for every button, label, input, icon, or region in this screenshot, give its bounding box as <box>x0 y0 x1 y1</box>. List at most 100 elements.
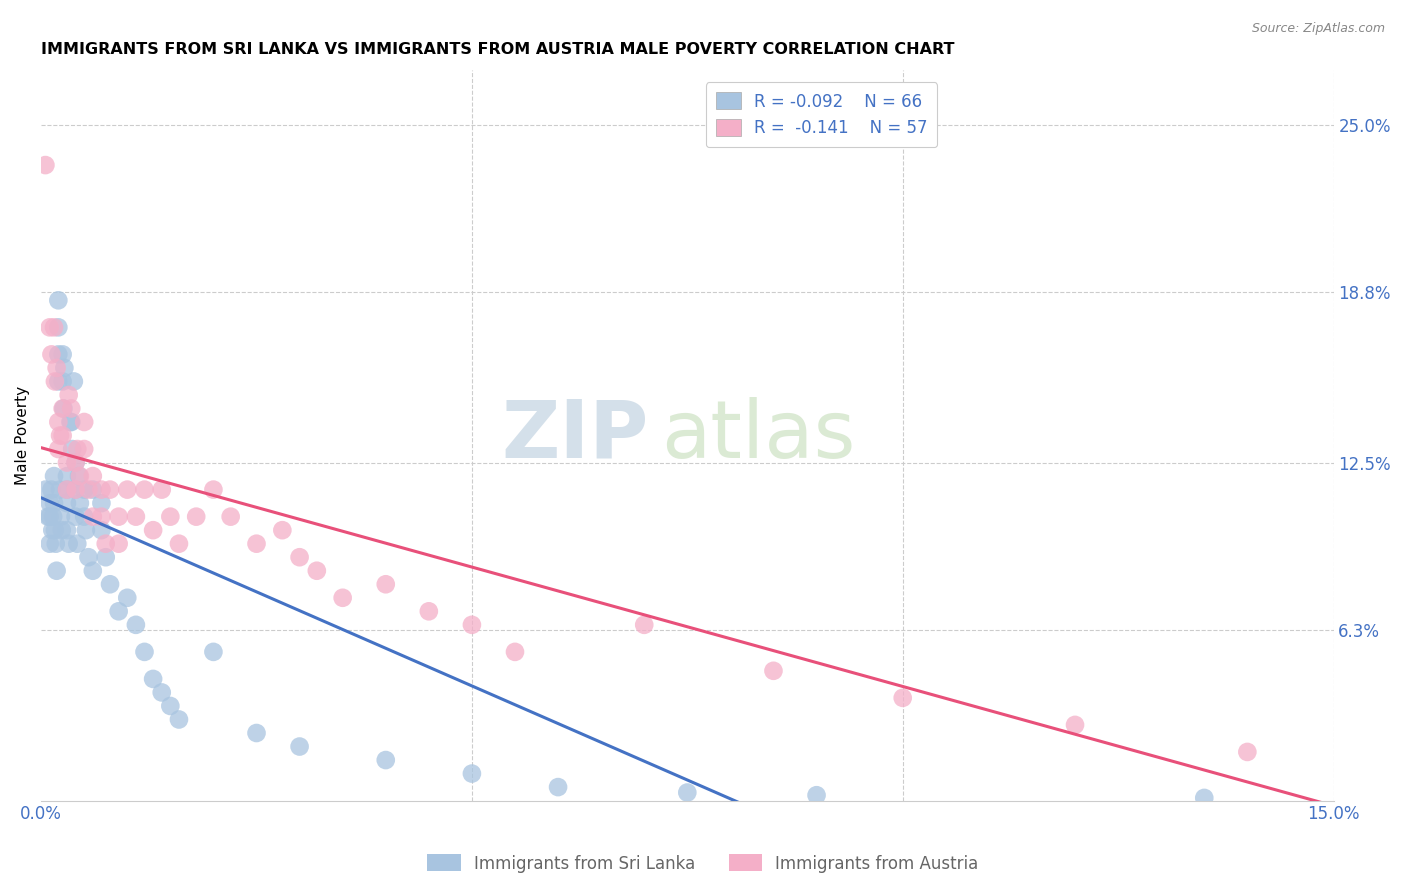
Point <box>374 753 396 767</box>
Point <box>82 564 104 578</box>
Point <box>56 469 79 483</box>
Point <box>65 483 87 497</box>
Point <box>56 496 79 510</box>
Point <box>41 483 63 497</box>
Point <box>42 320 65 334</box>
Legend: Immigrants from Sri Lanka, Immigrants from Austria: Immigrants from Sri Lanka, Immigrants fr… <box>420 847 986 880</box>
Point <box>69 496 91 510</box>
Point <box>65 509 87 524</box>
Point <box>107 509 129 524</box>
Point <box>56 456 79 470</box>
Point <box>65 483 87 497</box>
Point <box>53 360 76 375</box>
Point <box>52 401 75 416</box>
Point <box>1194 791 1216 805</box>
Point <box>202 645 225 659</box>
Point <box>58 388 80 402</box>
Point <box>806 788 828 802</box>
Point <box>107 537 129 551</box>
Point <box>90 496 112 510</box>
Point <box>90 523 112 537</box>
Point <box>37 509 59 524</box>
Point <box>82 483 104 497</box>
Point <box>461 766 484 780</box>
Point <box>38 537 60 551</box>
Point <box>1064 718 1087 732</box>
Point <box>98 483 121 497</box>
Point <box>547 780 569 794</box>
Point <box>69 469 91 483</box>
Point <box>1236 745 1258 759</box>
Point <box>332 591 354 605</box>
Point <box>65 456 87 470</box>
Point <box>90 509 112 524</box>
Point <box>107 604 129 618</box>
Point <box>46 442 69 456</box>
Point <box>52 428 75 442</box>
Point <box>167 713 190 727</box>
Point <box>90 483 112 497</box>
Point <box>66 537 89 551</box>
Point <box>73 442 96 456</box>
Text: ZIP: ZIP <box>502 397 648 475</box>
Point <box>49 483 72 497</box>
Point <box>77 483 100 497</box>
Point <box>45 537 67 551</box>
Point <box>167 537 190 551</box>
Point <box>41 347 63 361</box>
Point <box>41 523 63 537</box>
Point <box>117 591 139 605</box>
Point <box>891 690 914 705</box>
Point <box>42 469 65 483</box>
Point <box>60 442 83 456</box>
Point <box>117 483 139 497</box>
Point <box>633 617 655 632</box>
Point <box>159 698 181 713</box>
Point <box>461 617 484 632</box>
Point <box>125 509 148 524</box>
Point <box>134 483 156 497</box>
Text: atlas: atlas <box>661 397 856 475</box>
Point <box>46 347 69 361</box>
Point <box>245 726 267 740</box>
Point <box>418 604 440 618</box>
Text: Source: ZipAtlas.com: Source: ZipAtlas.com <box>1251 22 1385 36</box>
Point <box>56 483 79 497</box>
Point <box>60 415 83 429</box>
Point <box>44 375 66 389</box>
Point <box>59 415 82 429</box>
Point <box>46 415 69 429</box>
Point <box>73 415 96 429</box>
Point <box>271 523 294 537</box>
Point <box>142 672 165 686</box>
Point <box>42 496 65 510</box>
Point <box>67 469 90 483</box>
Point <box>202 483 225 497</box>
Point <box>150 685 173 699</box>
Point <box>58 537 80 551</box>
Point <box>219 509 242 524</box>
Point <box>56 483 79 497</box>
Point <box>288 550 311 565</box>
Point <box>150 483 173 497</box>
Point <box>94 537 117 551</box>
Point <box>82 509 104 524</box>
Point <box>38 496 60 510</box>
Point <box>75 523 97 537</box>
Point <box>42 509 65 524</box>
Point <box>142 523 165 537</box>
Y-axis label: Male Poverty: Male Poverty <box>15 386 30 485</box>
Point <box>66 442 89 456</box>
Point <box>245 537 267 551</box>
Point <box>94 550 117 565</box>
Point <box>134 645 156 659</box>
Point <box>305 564 328 578</box>
Point <box>503 645 526 659</box>
Point <box>186 509 208 524</box>
Point <box>73 509 96 524</box>
Point <box>46 375 69 389</box>
Point <box>45 360 67 375</box>
Point <box>38 509 60 524</box>
Point <box>125 617 148 632</box>
Point <box>65 456 87 470</box>
